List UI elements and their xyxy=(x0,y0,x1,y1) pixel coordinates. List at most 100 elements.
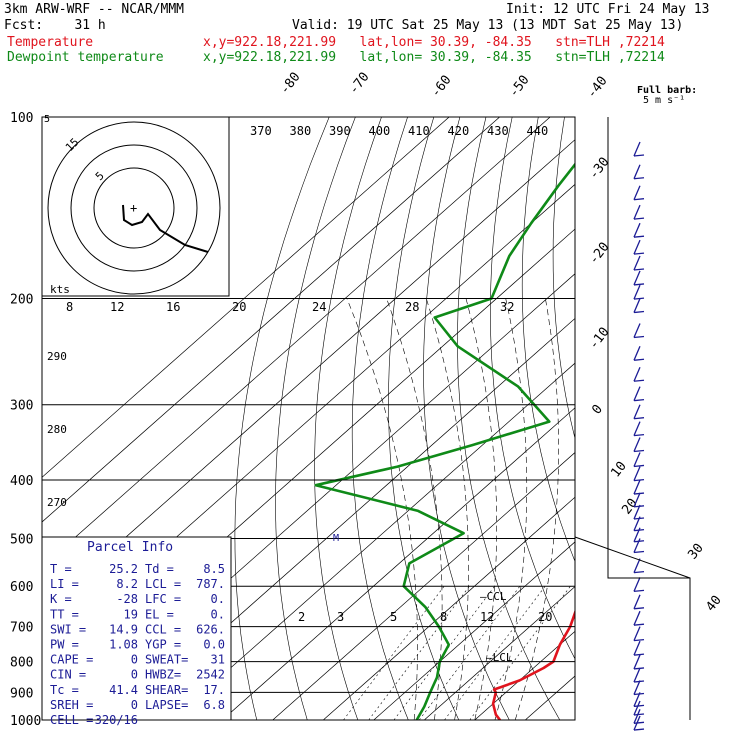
wind-barb-flag xyxy=(633,638,645,642)
mixing-ratio-label: 2 xyxy=(298,610,305,624)
wind-barb xyxy=(633,680,641,695)
isotherm-line xyxy=(42,117,551,568)
isotherm-tick-label: -40 xyxy=(584,74,610,102)
parcel-info-key: EL = xyxy=(145,607,174,621)
theta-label: 280 xyxy=(47,423,67,436)
wind-barb-flag xyxy=(633,653,645,656)
parcel-info-box xyxy=(41,536,232,721)
isotherm-tick-label: 0 xyxy=(589,402,606,417)
parcel-info-value: 320/16 xyxy=(95,713,138,727)
theta-e-label: 440 xyxy=(527,124,549,138)
pressure-tick-label: 800 xyxy=(10,656,33,671)
isotherm-line xyxy=(171,362,575,720)
pressure-tick-label: 1000 xyxy=(10,714,41,729)
wind-barb-flag xyxy=(633,358,645,361)
dry-adiabat xyxy=(695,117,740,720)
wind-barb-flag xyxy=(633,449,645,453)
hodograph-ring xyxy=(93,167,175,249)
mixing-ratio-line xyxy=(469,586,571,720)
parcel-info-value: 17. xyxy=(203,683,225,697)
parcel-info-key: CELL = xyxy=(50,713,93,727)
isotherm-line xyxy=(323,496,575,720)
parcel-info-value: 41.4 xyxy=(109,683,138,697)
parcel-info-value: 0 xyxy=(131,653,138,667)
isotherm-line xyxy=(42,139,575,612)
pressure-tick-label: 400 xyxy=(10,474,33,489)
theta-label: 290 xyxy=(47,350,67,363)
dry-adiabat xyxy=(721,117,740,720)
wind-barb xyxy=(633,492,641,508)
wind-barb xyxy=(633,700,641,716)
speed-scale-label: 32 xyxy=(500,300,514,314)
hodograph-trace xyxy=(122,204,209,253)
parcel-info-value: 25.2 xyxy=(109,562,138,576)
parcel-info-key: LCL = xyxy=(145,577,181,591)
wind-barb xyxy=(633,610,641,626)
speed-scale-label: 16 xyxy=(166,300,180,314)
isotherm-tick-label: -30 xyxy=(586,155,612,183)
wind-barb-flag xyxy=(633,177,645,180)
mixing-ratio-label: 5 xyxy=(390,610,397,624)
isotherm-line xyxy=(525,675,575,720)
isotherm-tick-label: -60 xyxy=(428,73,454,101)
isotherm-line xyxy=(42,117,450,478)
parcel-info-key: PW = xyxy=(50,638,79,652)
isotherm-line xyxy=(42,117,500,523)
isotherm-tick-label: 40 xyxy=(703,593,724,615)
parcel-info-value: 787. xyxy=(196,577,225,591)
wind-barb-flag xyxy=(633,478,645,482)
pressure-tick-label: 900 xyxy=(10,686,33,701)
mixing-ratio-label: 3 xyxy=(337,610,344,624)
pressure-tick-label: 600 xyxy=(10,580,33,595)
dry-adiabat xyxy=(552,117,575,440)
wind-barb xyxy=(633,437,641,452)
wind-barb-flag xyxy=(633,721,645,724)
parcel-info-key: LFC = xyxy=(145,592,181,606)
wind-barb-flag xyxy=(633,570,645,574)
wind-barb xyxy=(633,577,641,592)
m-annotation: M xyxy=(333,533,339,544)
parcel-info-value: 14.9 xyxy=(109,622,138,636)
theta-e-label: 390 xyxy=(329,124,351,138)
wind-barb-flag xyxy=(633,704,645,708)
init-time: Init: 12 UTC Fri 24 May 13 xyxy=(506,2,710,17)
parcel-info-key: LAPSE= xyxy=(145,698,188,712)
mixing-ratio-label: 20 xyxy=(538,610,552,624)
temperature-location: x,y=922.18,221.99 lat,lon= 30.39, -84.35… xyxy=(203,35,665,50)
parcel-info-value: 626. xyxy=(196,622,225,636)
dry-adiabat xyxy=(583,117,740,720)
parcel-info-key: Td = xyxy=(145,562,174,576)
wind-barb-flag xyxy=(633,607,645,610)
wind-barb xyxy=(633,504,641,520)
wind-barb xyxy=(633,421,641,436)
hodograph-center-mark: + xyxy=(130,201,137,215)
mixing-ratio-label: 12 xyxy=(480,610,494,624)
dry-adiabat xyxy=(490,117,575,660)
theta-e-label: 410 xyxy=(408,124,430,138)
isotherm-tick-label: -70 xyxy=(346,70,372,98)
wind-barb-flag xyxy=(633,550,645,554)
dry-adiabat xyxy=(423,117,510,720)
wind-barb xyxy=(633,386,641,401)
temperature-legend-label: Temperature xyxy=(7,35,94,50)
wind-barb-flag xyxy=(633,398,645,402)
hodograph-ring xyxy=(47,121,221,295)
parcel-info-key: CCL = xyxy=(145,622,181,636)
parcel-info-value: -28 xyxy=(116,592,138,606)
dewpoint-legend-label: Dewpoint temperature xyxy=(7,50,164,65)
theta-label: 270 xyxy=(47,496,67,509)
ccl-annotation: –CCL xyxy=(480,590,507,603)
barb-scale-title: Full barb: xyxy=(637,85,697,96)
pressure-tick-label: 300 xyxy=(10,399,33,414)
wind-barb xyxy=(633,654,641,670)
wind-barb xyxy=(633,466,641,481)
wind-barb xyxy=(633,239,641,255)
wind-barb xyxy=(633,709,641,724)
wind-barb xyxy=(633,270,641,286)
parcel-info-value: 0 xyxy=(131,668,138,682)
isotherm-line xyxy=(222,407,575,720)
hodograph-units-label: kts xyxy=(50,283,70,296)
speed-scale-label: 12 xyxy=(110,300,124,314)
dry-adiabat xyxy=(234,117,330,720)
wind-barb-flag xyxy=(633,217,645,220)
